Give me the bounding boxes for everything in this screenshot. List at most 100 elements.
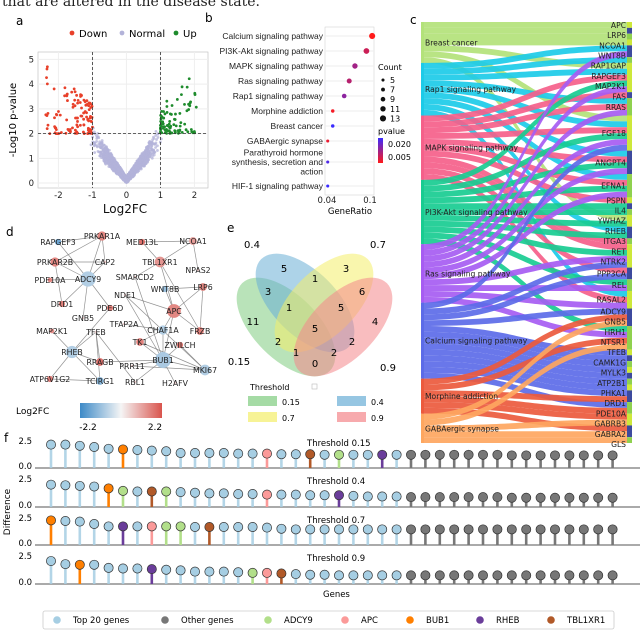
volcano-point: [75, 123, 79, 127]
lollipop-head: [161, 564, 172, 575]
lollipop-head: [218, 488, 229, 499]
gene-label: ATP2B1: [597, 379, 626, 388]
network-node-label: TBL1XR1: [141, 258, 177, 267]
volcano-point: [83, 100, 87, 104]
network-node-label: LRP6: [193, 283, 212, 292]
venn-region-count: 2: [349, 337, 355, 348]
sankey-link: [422, 74, 627, 122]
volcano-point: [174, 112, 177, 116]
pathway-node: [421, 22, 424, 63]
volcano-point: [56, 132, 60, 135]
lollipop-head: [233, 567, 244, 578]
network-node: [49, 328, 55, 334]
volcano-point: [82, 130, 85, 134]
lollipop-head: [60, 480, 71, 491]
network-edge: [141, 240, 194, 243]
lollipop-head: [233, 522, 244, 532]
network-node: [196, 268, 200, 272]
lollipop-head: [348, 490, 359, 501]
legend-label: 0.7: [282, 414, 295, 423]
sankey-diagram: Breast cancer Rap1 signaling pathway MAPK …: [421, 21, 632, 449]
gene-label: DRD1: [604, 399, 626, 408]
network-edge: [159, 261, 201, 332]
venn-set-label: 0.4: [244, 240, 260, 251]
venn-region-count: 0: [312, 359, 318, 370]
volcano-point: [152, 148, 155, 152]
network-node: [154, 256, 166, 268]
category-label: Morphine addiction: [251, 106, 323, 116]
network-node-label: NDE1: [114, 291, 136, 300]
y-tick-label: 0: [29, 179, 34, 189]
volcano-point: [89, 106, 93, 109]
sankey-link: [422, 320, 627, 420]
panel-label-e: e: [227, 221, 234, 235]
lollipop-head: [607, 524, 618, 535]
network-node-label: CAP2: [95, 258, 115, 267]
volcano-point: [151, 154, 154, 158]
lollipop-head: [406, 524, 416, 535]
volcano-point: [53, 125, 57, 129]
lollipop-head: [564, 492, 575, 503]
legend-swatch: [337, 412, 366, 422]
volcano-point: [172, 123, 176, 127]
lollipop-head: [521, 570, 532, 581]
network-node: [161, 285, 169, 293]
lollipop-head: [118, 563, 128, 574]
network-edge: [54, 235, 103, 263]
legend-marker: [173, 30, 179, 36]
volcano-point: [123, 178, 127, 182]
sankey-link: [422, 39, 627, 46]
sankey-link: [422, 419, 627, 432]
category-label-line: synthesis, secretion and: [232, 157, 323, 167]
legend-marker: [69, 30, 75, 36]
volcano-point: [95, 135, 99, 139]
legend-label: Top 20 genes: [72, 616, 130, 626]
lollipop-head: [290, 449, 301, 460]
volcano-point: [96, 144, 99, 148]
volcano-point: [87, 104, 91, 108]
y-axis-label: Difference: [3, 488, 13, 535]
volcano-point: [143, 159, 146, 163]
network-node: [133, 275, 137, 279]
gene-node: [627, 402, 632, 414]
lollipop-head: [46, 556, 56, 567]
gene-label: PPP3CA: [597, 269, 627, 278]
gene-label: NCOA1: [599, 41, 626, 50]
y-tick-label: 2.5: [18, 475, 32, 485]
volcano-point: [45, 65, 49, 69]
sankey-link: [422, 80, 627, 186]
pathway-label: GABAergic synapse: [425, 424, 499, 433]
colorbar-title: Log2FC: [16, 407, 49, 417]
network-edge: [54, 261, 63, 305]
lollipop-head: [406, 492, 416, 503]
volcano-point: [71, 102, 75, 106]
gene-node: [627, 355, 632, 362]
volcano-point: [57, 110, 60, 113]
lollipop-head: [305, 569, 316, 580]
lollipop-head: [578, 570, 589, 581]
volcano-point: [185, 109, 189, 113]
lollipop-head: [377, 524, 388, 535]
network-node: [81, 316, 85, 320]
enrichment-dot: [346, 78, 352, 84]
volcano-point: [85, 115, 88, 119]
panel-label-a: a: [16, 14, 23, 28]
volcano-point: [177, 129, 180, 133]
volcano-point: [168, 120, 172, 123]
lollipop-head: [146, 564, 157, 575]
volcano-point: [165, 124, 169, 128]
gene-node: [627, 366, 632, 373]
volcano-point: [87, 119, 91, 123]
network-node-label: BUB1: [152, 356, 173, 365]
lollipop-head: [521, 450, 532, 461]
volcano-point: [97, 150, 101, 154]
y-tick-label: 2.5: [18, 437, 32, 447]
lollipop-head: [334, 449, 344, 460]
lollipop-head: [593, 524, 604, 535]
volcano-point: [148, 153, 152, 157]
volcano-point: [122, 173, 126, 176]
panel-label-d: d: [6, 225, 14, 239]
network-node: [65, 345, 79, 359]
lollipop-head: [391, 449, 402, 460]
